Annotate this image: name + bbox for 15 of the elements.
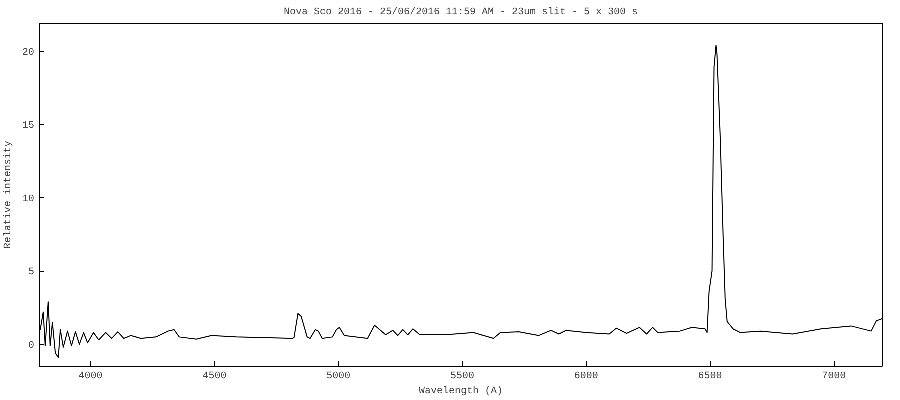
- chart-title: Nova Sco 2016 - 25/06/2016 11:59 AM - 23um slit - 5 x 300 s: [284, 6, 638, 18]
- x-tick-label: 7000: [822, 372, 846, 382]
- x-tick-label: 4000: [78, 372, 103, 382]
- x-tick-label: 5000: [326, 372, 351, 382]
- y-tick-label: 15: [22, 121, 35, 132]
- x-axis-title: Wavelength (A): [418, 386, 504, 398]
- y-tick-label: 10: [22, 194, 35, 206]
- y-axis-title: Relative intensity: [2, 140, 14, 250]
- y-tick-label: 5: [28, 268, 35, 279]
- x-tick-label: 4500: [202, 372, 227, 382]
- x-tick-label: 6000: [574, 372, 598, 382]
- y-tick-label: 0: [28, 341, 35, 352]
- x-tick-label: 5500: [450, 372, 474, 382]
- y-tick-label: 20: [22, 48, 35, 59]
- x-tick-label: 6500: [698, 372, 722, 382]
